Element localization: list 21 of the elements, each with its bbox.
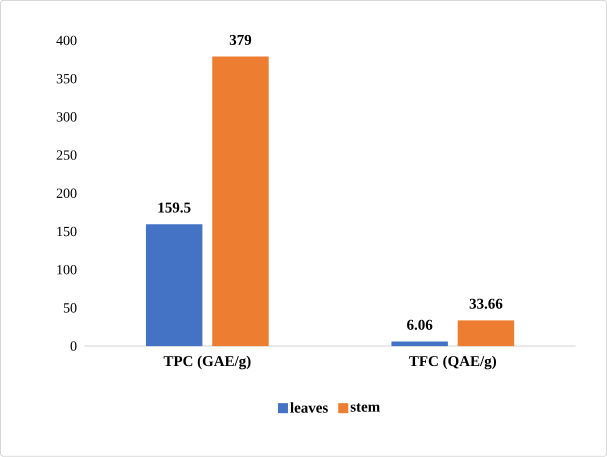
legend-label: stem (350, 403, 380, 412)
bar (212, 56, 269, 346)
y-tick-label: 250 (56, 150, 77, 160)
y-tick-label: 0 (70, 342, 77, 351)
y-tick-label: 350 (56, 74, 77, 84)
bar (391, 342, 448, 346)
y-tick-label: 100 (57, 265, 77, 275)
data-label: 159.5 (158, 202, 190, 213)
x-tick-label: TFC (QAE/g) (409, 356, 496, 370)
y-tick-label: 50 (64, 303, 77, 313)
x-tick-label: TPC (GAE/g) (164, 356, 251, 370)
y-tick-label: 400 (56, 36, 77, 46)
y-tick-label: 200 (56, 188, 77, 198)
bar (458, 320, 514, 346)
y-tick-label: 150 (57, 226, 77, 236)
bar (146, 224, 202, 346)
data-label: 6.06 (407, 320, 432, 330)
y-tick-label: 300 (56, 112, 77, 122)
data-label: 33.66 (470, 298, 502, 309)
data-label: 379 (230, 35, 252, 46)
legend-label: leaves (290, 402, 328, 413)
